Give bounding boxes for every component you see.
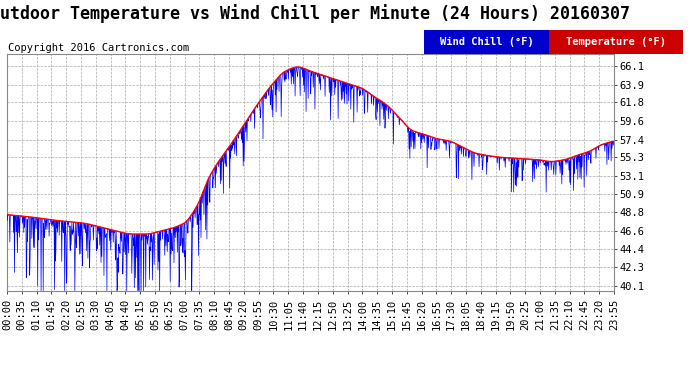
- Text: Outdoor Temperature vs Wind Chill per Minute (24 Hours) 20160307: Outdoor Temperature vs Wind Chill per Mi…: [0, 4, 631, 23]
- Text: Wind Chill (°F): Wind Chill (°F): [440, 37, 533, 47]
- Text: Copyright 2016 Cartronics.com: Copyright 2016 Cartronics.com: [8, 43, 190, 53]
- FancyBboxPatch shape: [424, 30, 549, 54]
- Text: Temperature (°F): Temperature (°F): [566, 37, 666, 47]
- FancyBboxPatch shape: [549, 30, 683, 54]
